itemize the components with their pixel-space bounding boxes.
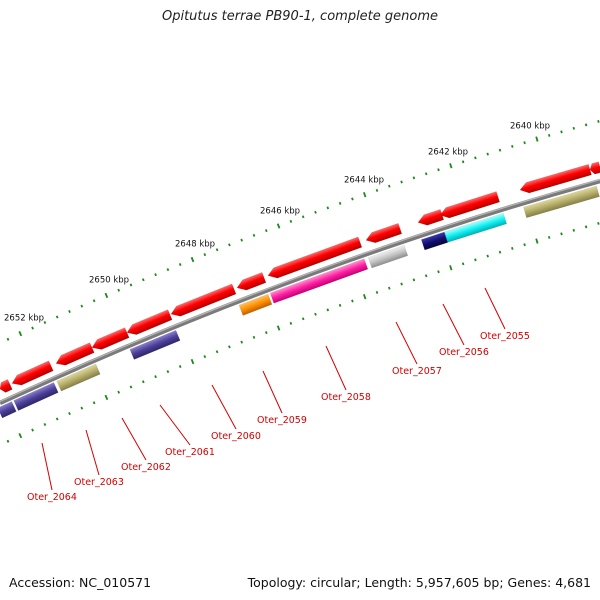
gene-feature [11,360,54,386]
gene-feature [170,283,237,317]
gene-feature [91,327,130,350]
map-title: Opitutus terrae PB90-1, complete genome [161,9,439,24]
ruler-label: 2652 kbp [4,313,44,323]
gene-feature [444,212,507,243]
ruler-label: 2642 kbp [428,147,468,157]
gene-feature [267,236,363,279]
inner-ticks [6,221,600,443]
gene-feature [519,164,592,194]
gene-feature [56,363,101,392]
gene-label: Oter_2060 [211,431,261,442]
gene-label: Oter_2057 [392,366,442,377]
gene-label: Oter_2062 [121,462,171,473]
gene-feature [439,191,500,219]
ruler-labels: 2640 kbp 2642 kbp 2644 kbp 2646 kbp 2648 kbp… [4,122,550,324]
gene-labels: Oter_2055 Oter_2056 Oter_2057 Oter_2058 Oter… [27,331,530,503]
label-leaders [41,287,506,491]
gene-feature [238,293,273,316]
gene-label: Oter_2059 [257,415,307,426]
gene-label: Oter_2064 [27,492,77,503]
ruler-label: 2644 kbp [344,176,384,186]
gene-label: Oter_2056 [439,347,489,358]
gene-feature [0,401,17,419]
ruler-label: 2640 kbp [510,122,550,132]
gene-feature [0,379,13,393]
gene-feature [126,309,173,335]
genome-backbone [0,178,600,406]
gene-feature [13,382,59,411]
genome-summary-text: Topology: circular; Length: 5,957,605 bp… [247,575,591,590]
gene-feature [420,231,449,251]
accession-text: Accession: NC_010571 [9,575,152,590]
gene-feature [367,244,409,269]
gene-feature [269,258,369,304]
gene-label: Oter_2061 [165,447,215,458]
gene-feature [55,342,95,366]
gene-feature [236,272,267,291]
gene-label: Oter_2063 [74,477,124,488]
gene-feature [365,222,403,244]
gene-features [0,161,600,419]
ruler-label: 2646 kbp [260,206,300,216]
ruler-ticks [6,119,600,341]
ruler-label: 2650 kbp [89,275,129,285]
ruler-label: 2648 kbp [175,240,215,250]
gene-label: Oter_2058 [321,392,371,403]
gene-label: Oter_2055 [480,331,530,342]
gene-feature [129,329,181,360]
gene-feature [417,209,445,226]
